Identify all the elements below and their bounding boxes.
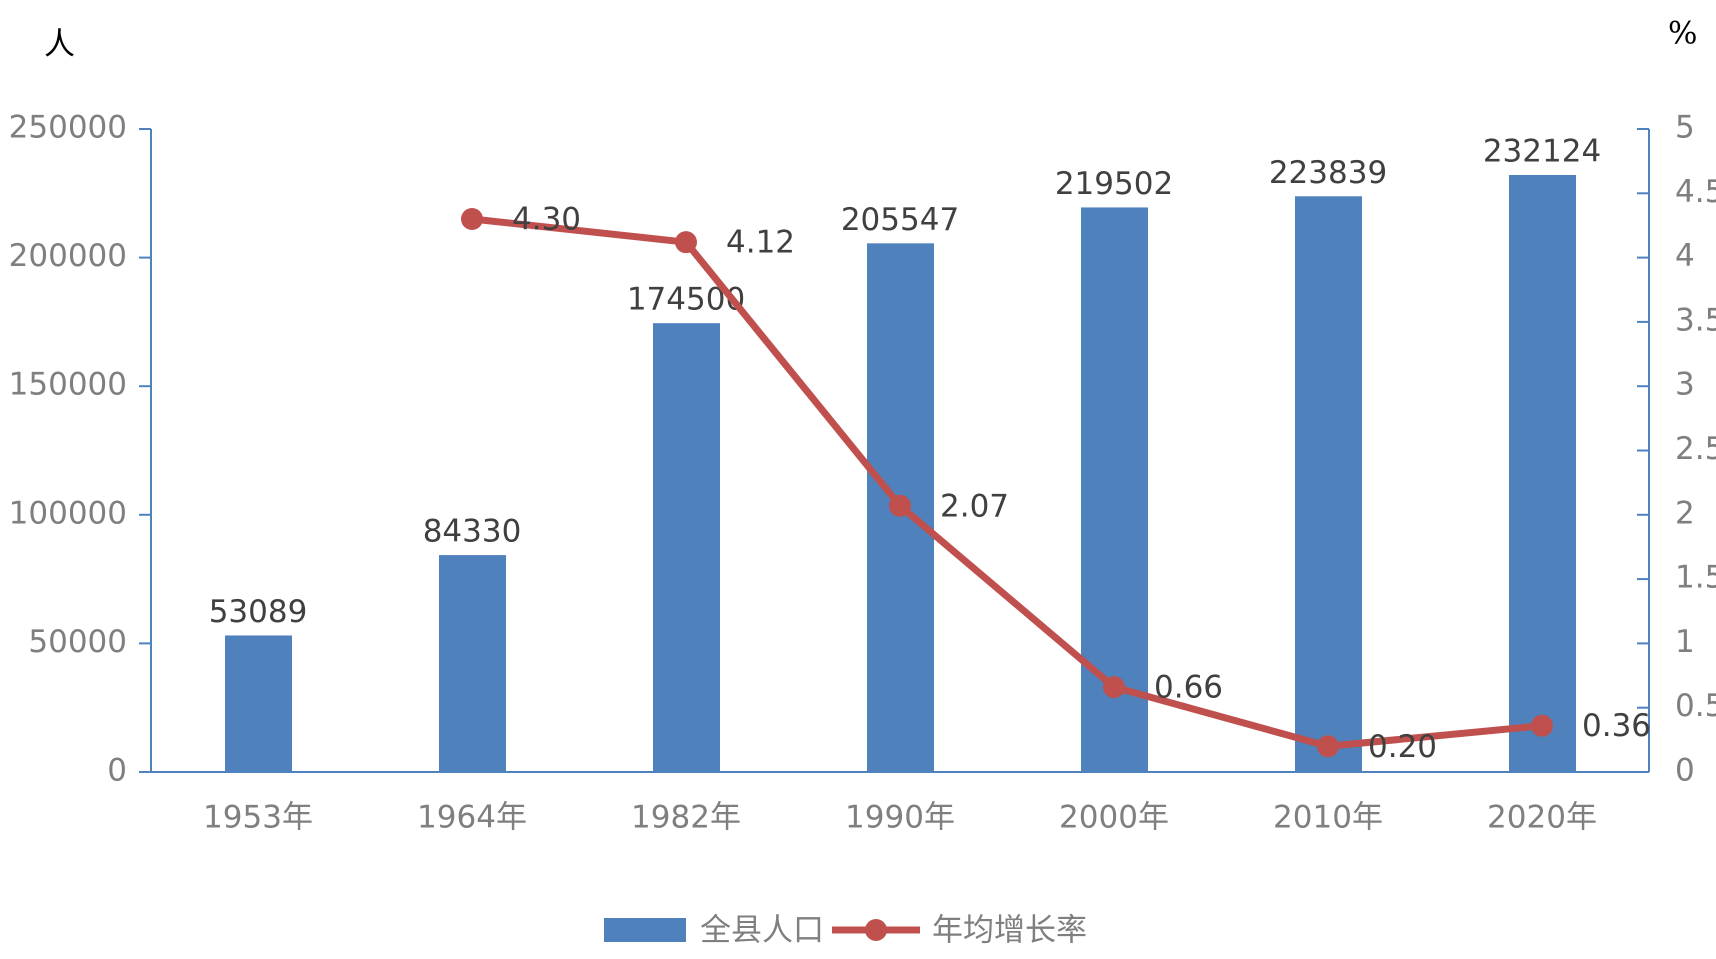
y2-tick-label: 3.5 [1675,302,1716,338]
bar-value-label: 174500 [627,282,745,318]
bar-value-label: 223839 [1269,155,1387,191]
line-marker [1317,735,1339,758]
y2-tick-label: 3 [1675,367,1695,403]
legend-label: 年均增长率 [932,913,1087,949]
line [471,215,1543,750]
x-tick-label: 2020年 [1487,800,1597,836]
bar [1295,196,1362,773]
y2-axis-label: % [1668,16,1697,52]
y2-tick-label: 1.5 [1675,560,1716,596]
bar [439,555,506,772]
bar-value-label: 219502 [1055,166,1173,202]
legend-swatch [604,918,686,942]
line-value-label: 0.20 [1368,729,1437,765]
line-value-label: 0.36 [1582,708,1651,744]
bar-value-label: 205547 [841,202,959,238]
y2-tick-label: 4 [1675,238,1695,274]
y2-tick-label: 1 [1675,624,1695,660]
legend-label: 全县人口 [700,913,824,949]
line-marker [461,208,483,231]
x-tick-label: 2010年 [1273,800,1383,836]
y-tick-label: 250000 [9,110,127,146]
line-marker [889,494,911,517]
y-tick-label: 150000 [9,367,127,403]
y2-tick-label: 0 [1675,753,1695,789]
y-axis-label: 人 [44,27,75,63]
x-tick-label: 1982年 [631,800,741,836]
y2-tick-label: 4.5 [1675,174,1716,210]
y2-tick-label: 5 [1675,110,1695,146]
line-value-label: 0.66 [1154,670,1223,706]
y-tick-label: 50000 [28,624,127,660]
legend-marker [865,919,887,941]
bar [653,323,720,772]
y2-tick-label: 2.5 [1675,431,1716,467]
line-marker [1531,714,1553,737]
x-tick-label: 1964年 [417,800,527,836]
y-tick-label: 0 [107,753,127,789]
line-value-label: 4.30 [512,202,581,238]
x-tick-label: 1953年 [203,800,313,836]
bar [1509,174,1576,773]
bar-value-label: 232124 [1483,133,1601,169]
y-tick-label: 100000 [9,495,127,531]
x-tick-label: 1990年 [845,800,955,836]
y-tick-label: 200000 [9,238,127,274]
line-marker [1103,676,1125,699]
y2-tick-label: 0.5 [1675,688,1716,724]
line-value-label: 2.07 [940,488,1009,524]
x-tick-label: 2000年 [1059,800,1169,836]
bar-value-label: 84330 [423,514,522,550]
bar-value-label: 53089 [209,594,308,630]
line-marker [675,231,697,254]
bar [225,635,292,772]
y2-tick-label: 2 [1675,495,1695,531]
line-value-label: 4.12 [726,225,795,261]
